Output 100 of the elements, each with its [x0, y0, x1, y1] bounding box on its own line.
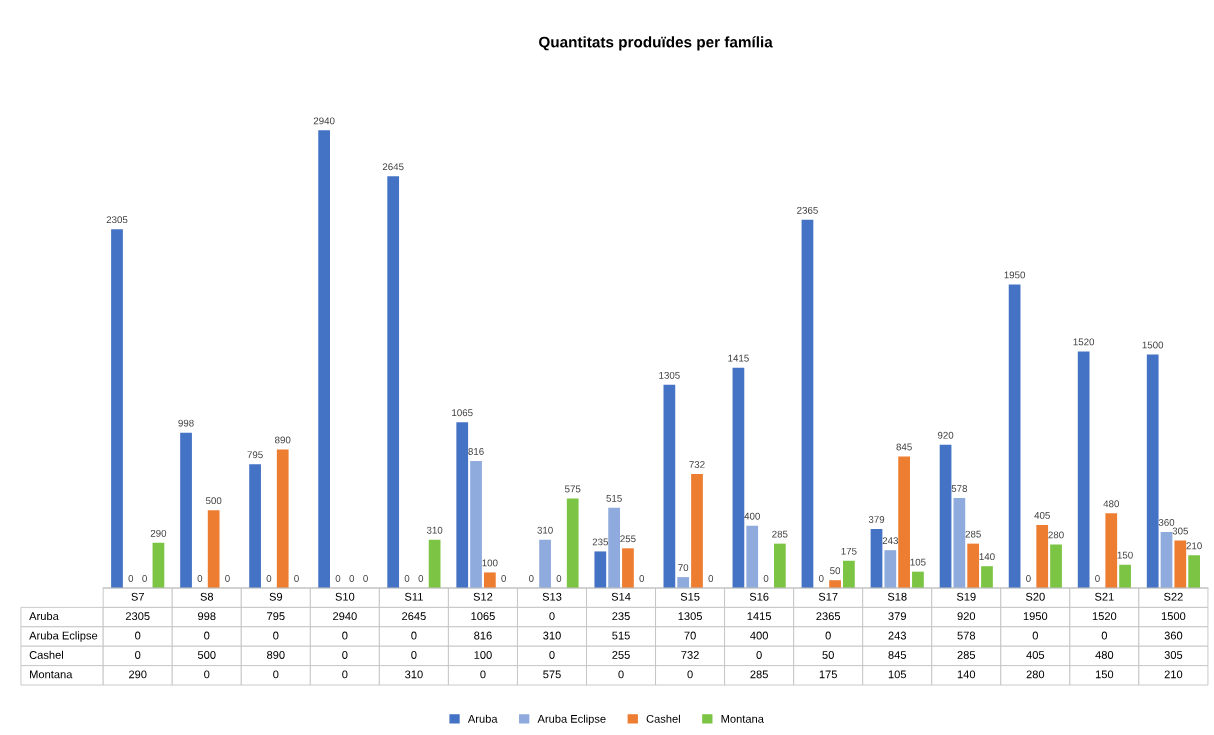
data-label: 175 — [819, 670, 837, 679]
bar — [1008, 284, 1021, 588]
text: 0 — [266, 575, 272, 582]
text: 0 — [528, 575, 534, 582]
text: 998 — [178, 419, 194, 427]
data-label: 0 — [756, 651, 762, 659]
data-label: 50 — [822, 651, 834, 659]
x-tick-label: S9 — [269, 592, 283, 601]
text: 210 — [1186, 542, 1202, 550]
text: 290 — [150, 529, 167, 537]
data-label: 0 — [549, 651, 555, 659]
data-label: 845 — [888, 651, 907, 659]
bar — [746, 525, 759, 588]
data-label: 998 — [198, 612, 216, 621]
text: 0 — [418, 575, 424, 582]
bar — [1105, 513, 1118, 588]
data-label: 0 — [342, 670, 348, 679]
text: 480 — [1103, 500, 1119, 508]
data-label: 100 — [474, 651, 492, 659]
bar — [1174, 540, 1187, 588]
data-label: 890 — [267, 651, 285, 659]
bar — [318, 130, 331, 588]
text: 235 — [592, 538, 609, 546]
legend-label: Aruba — [467, 714, 498, 723]
data-label: 140 — [957, 670, 976, 679]
data-label: 2940 — [333, 612, 357, 621]
text: 0 — [142, 575, 147, 582]
data-label: 0 — [1032, 631, 1038, 640]
data-label: 1520 — [1092, 612, 1117, 621]
data-label: 105 — [888, 670, 907, 679]
bar — [801, 219, 814, 588]
bar — [249, 464, 261, 588]
data-label: 0 — [411, 631, 417, 640]
data-label: 795 — [267, 612, 285, 621]
bar — [981, 566, 993, 588]
bar — [111, 229, 123, 588]
data-label: 1305 — [678, 612, 702, 621]
data-label: 290 — [129, 670, 147, 679]
data-label: 0 — [273, 670, 279, 679]
legend-label: Cashel — [646, 714, 680, 723]
data-label: 816 — [474, 631, 492, 640]
bar — [1160, 531, 1173, 588]
data-label: 150 — [1095, 670, 1114, 679]
x-tick-label: S16 — [749, 592, 769, 601]
bar — [884, 550, 897, 588]
bar — [732, 367, 745, 588]
data-label: 0 — [687, 670, 693, 679]
text: 1950 — [1004, 271, 1026, 279]
bar — [207, 510, 220, 588]
bar — [829, 580, 841, 588]
data-label: 360 — [1164, 631, 1183, 640]
data-label: 235 — [612, 612, 630, 621]
text: 0 — [1026, 575, 1031, 582]
text: 70 — [678, 564, 689, 572]
data-label: 732 — [681, 651, 699, 659]
bar — [428, 539, 441, 588]
bar — [608, 507, 620, 588]
text: Montana — [30, 670, 73, 679]
data-label: 1950 — [1023, 612, 1048, 621]
data-label: 0 — [411, 651, 417, 659]
data-label: 400 — [750, 631, 768, 640]
x-tick-label: S21 — [1094, 592, 1114, 601]
x-tick-label: S19 — [956, 592, 976, 601]
bar — [967, 543, 980, 588]
text: 285 — [965, 530, 981, 538]
chart-title: Quantitats produïdes per família — [539, 36, 773, 51]
data-label: 0 — [135, 651, 141, 659]
text: 2305 — [106, 216, 128, 224]
bar — [594, 551, 607, 588]
x-tick-label: S7 — [131, 592, 144, 601]
text: 243 — [882, 537, 898, 545]
data-label: 255 — [612, 651, 630, 659]
text: 305 — [1172, 527, 1189, 535]
x-tick-label: S11 — [404, 592, 423, 601]
data-label: 285 — [957, 651, 976, 659]
bar — [152, 542, 165, 588]
text: 0 — [294, 575, 299, 582]
text: 310 — [537, 526, 553, 534]
text: 50 — [830, 567, 841, 575]
data-label: 1065 — [471, 612, 495, 621]
x-tick-label: S13 — [542, 592, 562, 601]
data-label: 0 — [549, 612, 555, 621]
text: 1305 — [659, 371, 680, 379]
text: 105 — [910, 558, 926, 566]
text: 732 — [689, 461, 705, 468]
text: 360 — [1158, 518, 1175, 526]
data-label: 575 — [543, 670, 561, 679]
text: 1500 — [1142, 341, 1164, 349]
x-tick-label: S8 — [200, 592, 214, 601]
text: 0 — [639, 575, 645, 582]
data-label: 1500 — [1161, 612, 1186, 621]
text: 0 — [349, 575, 355, 582]
data-label: 0 — [135, 631, 141, 640]
data-label: 2365 — [816, 612, 841, 621]
data-label: 285 — [750, 670, 768, 679]
bar — [663, 384, 676, 588]
bar — [276, 449, 289, 588]
bar — [566, 498, 579, 588]
x-tick-label: S22 — [1164, 592, 1183, 601]
text: 0 — [556, 575, 562, 582]
